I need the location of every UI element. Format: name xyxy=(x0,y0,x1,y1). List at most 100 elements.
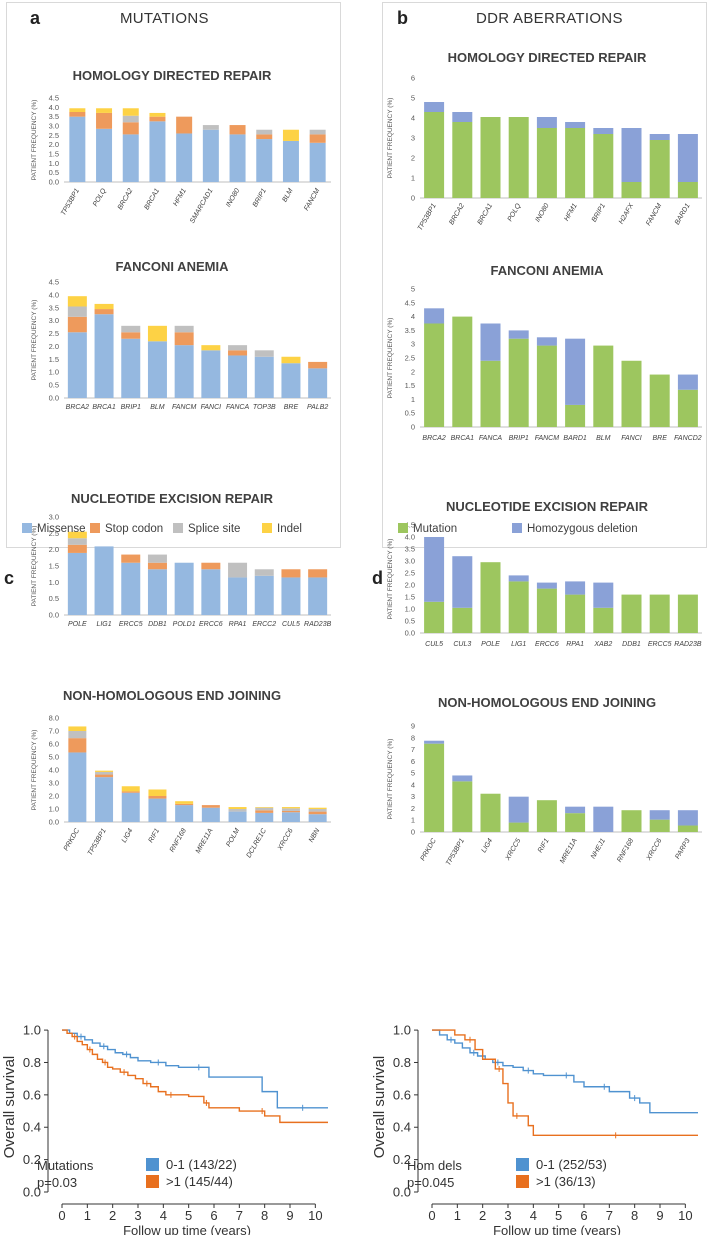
y-axis-label: Overall survival xyxy=(371,1056,388,1159)
y-axis-label: PATIENT FREQUENCY (%) xyxy=(31,526,38,607)
x-tick-label: DDB1 xyxy=(622,641,641,648)
legend-label: 0-1 (143/22) xyxy=(166,1157,237,1172)
x-tick-label: POLQ xyxy=(92,187,108,208)
bar-segment xyxy=(281,810,300,813)
bar-segment xyxy=(480,562,501,633)
x-tick-label: XRCC5 xyxy=(504,837,522,862)
y-tick-label: 4.0 xyxy=(49,290,59,299)
bar-segment xyxy=(508,796,529,823)
x-tick-label: HFM1 xyxy=(563,202,579,222)
panel-d-letter: d xyxy=(372,568,383,588)
bar-segment xyxy=(452,556,473,608)
y-axis-label: PATIENT FREQUENCY (%) xyxy=(387,98,394,179)
bar-segment xyxy=(174,332,194,346)
chart-title: NUCLEOTIDE EXCISION REPAIR xyxy=(71,491,274,506)
bar-segment xyxy=(94,309,114,315)
legend-label: Missense xyxy=(37,523,86,535)
bar-chart-a4: NON-HOMOLOGOUS END JOINING 0.0 1.0 2.0 3.0 4.… xyxy=(31,688,331,859)
bar-segment xyxy=(94,303,114,310)
y-tick-label: 4.5 xyxy=(49,278,59,287)
x-axis-label: Follow up time (years) xyxy=(123,1223,251,1235)
bar-segment xyxy=(282,129,299,141)
y-tick-label: 2 xyxy=(411,804,415,813)
bar-segment xyxy=(229,134,246,182)
y-tick-label: 3.5 xyxy=(49,112,59,121)
legend-swatch xyxy=(173,523,183,533)
bar-segment xyxy=(593,607,614,633)
y-tick-label: 1.5 xyxy=(49,355,59,364)
bar-segment xyxy=(68,731,87,739)
x-tick-label: BRE xyxy=(284,404,299,411)
x-tick-label: POLE xyxy=(481,641,500,648)
x-tick-label: BRCA2 xyxy=(448,202,466,226)
bar-segment xyxy=(621,360,642,427)
bar-segment xyxy=(147,554,167,563)
y-tick-label: 0.0 xyxy=(393,1185,411,1200)
y-tick-label: 5 xyxy=(411,285,415,294)
bar-segment xyxy=(148,796,167,799)
bar-segment xyxy=(149,116,166,122)
bar-segment xyxy=(174,325,194,333)
bar-segment xyxy=(308,569,328,578)
y-tick-label: 0.0 xyxy=(49,611,59,620)
y-tick-label: 1.5 xyxy=(49,562,59,571)
bar-segment xyxy=(677,374,698,390)
bar-segment xyxy=(536,800,557,832)
bar-segment xyxy=(424,743,445,832)
y-tick-label: 8 xyxy=(411,733,415,742)
x-tick-label: ERCC5 xyxy=(119,621,143,628)
bar-segment xyxy=(228,355,248,398)
bar-segment xyxy=(201,805,220,808)
x-tick-label: 6 xyxy=(210,1208,217,1223)
y-axis-label: PATIENT FREQUENCY (%) xyxy=(387,739,394,820)
bar-segment xyxy=(621,182,642,198)
x-tick-label: RIF1 xyxy=(537,837,551,854)
bar-segment xyxy=(149,112,166,117)
bar-segment xyxy=(201,562,221,570)
y-tick-label: 0.6 xyxy=(393,1087,411,1102)
bar-segment xyxy=(147,562,167,570)
bar-segment xyxy=(121,325,141,333)
y-tick-label: 0 xyxy=(411,828,415,837)
bar-segment xyxy=(96,128,113,182)
bar-segment xyxy=(308,809,327,812)
x-tick-label: POLE xyxy=(68,621,87,628)
y-tick-label: 3.5 xyxy=(405,326,415,335)
x-tick-label: TP53BP1 xyxy=(417,202,438,232)
panel-b-letter: b xyxy=(397,8,408,28)
y-tick-label: 0.0 xyxy=(405,629,415,638)
bar-chart-b1: HOMOLOGY DIRECTED REPAIR 0 1 2 3 4 5 6 PATIENT F… xyxy=(387,50,702,232)
x-tick-label: 2 xyxy=(479,1208,486,1223)
y-tick-label: 2.5 xyxy=(405,354,415,363)
x-tick-label: 2 xyxy=(109,1208,116,1223)
y-axis-label: Overall survival xyxy=(1,1056,18,1159)
bar-segment xyxy=(536,117,557,128)
x-tick-label: LIG4 xyxy=(481,837,495,854)
y-axis-label: PATIENT FREQUENCY (%) xyxy=(31,100,38,181)
y-tick-label: 4.0 xyxy=(49,103,59,112)
legend-swatch xyxy=(512,523,522,533)
x-tick-label: PRKDC xyxy=(420,837,439,863)
y-tick-label: 0.8 xyxy=(393,1055,411,1070)
y-tick-label: 1 xyxy=(411,816,415,825)
bar-segment xyxy=(281,807,300,809)
bar-segment xyxy=(67,296,87,307)
x-tick-label: BRIP1 xyxy=(591,202,607,223)
x-tick-label: 4 xyxy=(530,1208,537,1223)
y-tick-label: 2 xyxy=(411,367,415,376)
survival-curve xyxy=(432,1029,698,1137)
y-tick-label: 0.0 xyxy=(49,394,59,403)
y-tick-label: 3.5 xyxy=(405,545,415,554)
y-tick-label: 2.0 xyxy=(49,545,59,554)
bar-segment xyxy=(281,363,301,398)
bar-segment xyxy=(677,825,698,832)
bar-segment xyxy=(228,345,248,351)
y-tick-label: 2.0 xyxy=(49,792,59,801)
panel-b-title: DDR ABERRATIONS xyxy=(476,10,623,27)
y-tick-label: 2.0 xyxy=(49,342,59,351)
y-tick-label: 3 xyxy=(411,340,415,349)
y-tick-label: 1 xyxy=(411,395,415,404)
bar-segment xyxy=(174,345,194,398)
p-value: p=0.045 xyxy=(407,1175,454,1190)
